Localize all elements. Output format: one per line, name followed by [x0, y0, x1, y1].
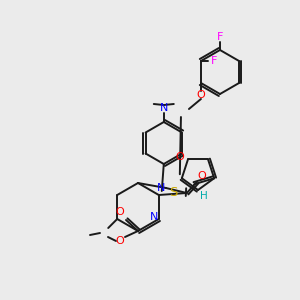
Text: F: F: [217, 32, 223, 42]
Text: H: H: [200, 191, 208, 201]
Text: O: O: [116, 236, 124, 246]
Text: O: O: [175, 152, 184, 162]
Text: N: N: [157, 183, 165, 193]
Text: S: S: [169, 187, 177, 200]
Text: O: O: [196, 90, 205, 100]
Text: O: O: [116, 207, 124, 217]
Text: N: N: [160, 103, 168, 113]
Text: N: N: [150, 212, 158, 222]
Text: O: O: [197, 171, 206, 181]
Text: F: F: [211, 56, 217, 66]
